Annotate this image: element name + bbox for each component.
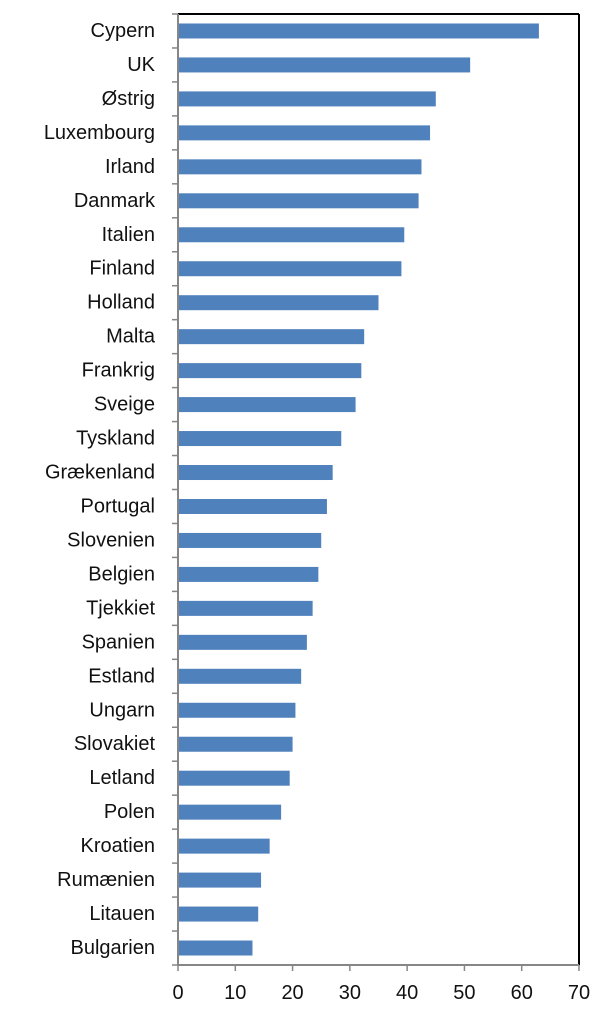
category-label-11: Sveige	[94, 394, 155, 416]
x-tick-label-1: 10	[224, 982, 246, 1004]
category-label-16: Belgien	[88, 563, 155, 585]
category-label-9: Malta	[106, 326, 156, 348]
bar-8	[178, 295, 379, 311]
category-label-10: Frankrig	[82, 360, 155, 382]
bar-14	[178, 498, 327, 514]
bar-4	[178, 159, 422, 175]
category-label-0: Cypern	[91, 20, 155, 42]
axes-group	[172, 13, 580, 971]
bar-11	[178, 397, 356, 413]
bar-24	[178, 838, 270, 854]
category-label-19: Estland	[88, 665, 155, 687]
category-label-26: Litauen	[89, 903, 155, 925]
x-tick-label-2: 20	[281, 982, 303, 1004]
x-tick-label-0: 0	[172, 982, 183, 1004]
category-label-21: Slovakiet	[74, 733, 156, 755]
bar-0	[178, 23, 539, 39]
category-label-13: Grækenland	[45, 462, 155, 484]
bar-25	[178, 872, 262, 888]
bar-12	[178, 431, 342, 447]
category-label-22: Letland	[89, 767, 155, 789]
category-label-25: Rumænien	[57, 869, 155, 891]
bar-17	[178, 600, 313, 616]
x-tick-label-6: 60	[511, 982, 533, 1004]
bar-7	[178, 261, 402, 277]
category-label-12: Tyskland	[76, 428, 155, 450]
x-tick-labels: 0 10 20 30 40 50 60 70	[172, 982, 590, 1004]
bar-20	[178, 702, 296, 718]
bar-3	[178, 125, 431, 141]
bar-13	[178, 465, 333, 481]
x-tick-label-4: 40	[396, 982, 418, 1004]
bar-6	[178, 227, 405, 243]
category-label-20: Ungarn	[89, 699, 155, 721]
bar-15	[178, 532, 322, 548]
x-tick-label-5: 50	[453, 982, 475, 1004]
x-tick-label-3: 30	[339, 982, 361, 1004]
bar-23	[178, 804, 282, 820]
category-label-27: Bulgarien	[70, 937, 155, 959]
category-label-2: Østrig	[102, 88, 155, 110]
bar-22	[178, 770, 290, 786]
category-label-6: Italien	[102, 224, 155, 246]
category-label-1: UK	[127, 54, 155, 76]
bar-10	[178, 363, 362, 379]
category-label-17: Tjekkiet	[86, 597, 155, 619]
bar-1	[178, 57, 471, 73]
category-label-15: Slovenien	[67, 529, 155, 551]
bar-21	[178, 736, 293, 752]
category-label-3: Luxembourg	[44, 122, 155, 144]
category-label-14: Portugal	[81, 495, 156, 517]
category-label-5: Danmark	[74, 190, 156, 212]
bar-27	[178, 940, 253, 956]
bars-group	[178, 23, 539, 956]
category-label-4: Irland	[105, 156, 155, 178]
category-label-8: Holland	[87, 292, 155, 314]
bar-16	[178, 566, 319, 582]
bar-5	[178, 193, 419, 209]
bar-9	[178, 329, 365, 345]
bar-26	[178, 906, 259, 922]
category-label-18: Spanien	[82, 631, 155, 653]
bar-18	[178, 634, 307, 650]
bar-19	[178, 668, 302, 684]
category-label-7: Finland	[89, 258, 155, 280]
x-tick-label-7: 70	[568, 982, 590, 1004]
bar-2	[178, 91, 436, 107]
category-label-24: Kroatien	[81, 835, 156, 857]
category-label-23: Polen	[104, 801, 155, 823]
category-labels: Cypern UK Østrig Luxembourg Irland Danmark Ita…	[44, 20, 156, 959]
